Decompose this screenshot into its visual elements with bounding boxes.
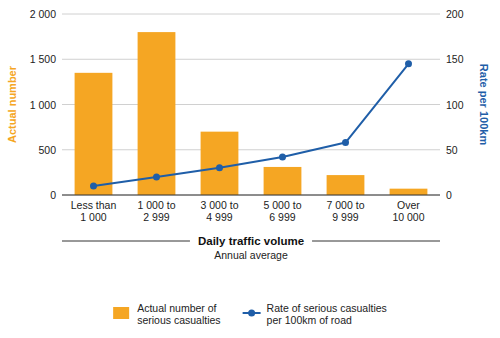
text-line: Over xyxy=(397,199,420,211)
grid-line xyxy=(62,195,440,196)
legend: Actual number ofserious casualties Rate o… xyxy=(113,302,387,326)
line-marker xyxy=(90,182,97,189)
bar xyxy=(201,132,239,195)
line-marker xyxy=(279,153,286,160)
grid-line xyxy=(62,104,440,105)
grid xyxy=(62,14,440,195)
x-tick-label: Less than1 000 xyxy=(71,199,117,223)
text-line: 4 999 xyxy=(206,211,232,223)
grid-line xyxy=(62,59,440,60)
line-marker xyxy=(342,139,349,146)
y-tick-label: 1 500 xyxy=(30,53,56,65)
text-line: Rate of serious casualties xyxy=(267,302,387,314)
text-line: 1 000 xyxy=(80,211,106,223)
line-marker xyxy=(216,164,223,171)
x-tick-label: Over10 000 xyxy=(392,199,424,223)
text-line: 2 999 xyxy=(143,211,169,223)
text-line: 1 000 to xyxy=(138,199,176,211)
legend-swatch xyxy=(248,310,255,317)
line-marker xyxy=(153,173,160,180)
y2-axis-label: Rate per 100km xyxy=(478,64,490,146)
y2-tick-label: 50 xyxy=(446,144,458,156)
y-tick-label: 0 xyxy=(50,189,56,201)
y-axis-label: Actual number xyxy=(6,65,18,143)
grid-line xyxy=(62,14,440,15)
legend-label: Rate of serious casualtiesper 100km of r… xyxy=(267,302,387,326)
x-axis-label: Daily traffic volume xyxy=(198,235,304,247)
bar xyxy=(138,32,176,195)
bar xyxy=(327,175,365,195)
y2-tick-label: 200 xyxy=(446,8,464,20)
baseline xyxy=(62,195,440,196)
text-line: per 100km of road xyxy=(267,314,352,326)
text-line: 5 000 to xyxy=(264,199,302,211)
x-label-rule xyxy=(62,241,190,242)
y2-tick-label: 150 xyxy=(446,53,464,65)
text-line: 6 999 xyxy=(269,211,295,223)
x-tick-label: 5 000 to6 999 xyxy=(264,199,302,223)
text-line: 3 000 to xyxy=(201,199,239,211)
line xyxy=(94,64,409,186)
x-tick-label: 1 000 to2 999 xyxy=(138,199,176,223)
y2-tick-label: 100 xyxy=(446,99,464,111)
x-tick-label: 3 000 to4 999 xyxy=(201,199,239,223)
bar xyxy=(75,73,113,195)
y-tick-label: 2 000 xyxy=(30,8,56,20)
text-line: Less than xyxy=(71,199,117,211)
x-tick-label: 7 000 to9 999 xyxy=(327,199,365,223)
legend-item: Rate of serious casualtiesper 100km of r… xyxy=(243,302,387,326)
text-line: 10 000 xyxy=(392,211,424,223)
legend-swatch xyxy=(113,307,129,319)
bar xyxy=(390,189,428,195)
legend-item: Actual number ofserious casualties xyxy=(113,302,220,326)
y-tick-label: 1 000 xyxy=(30,99,56,111)
text-line: 7 000 to xyxy=(327,199,365,211)
y2-tick-label: 0 xyxy=(446,189,452,201)
plot-area xyxy=(75,32,428,195)
text-line: 9 999 xyxy=(332,211,358,223)
text-line: Actual number of xyxy=(137,302,216,314)
x-axis-sublabel: Annual average xyxy=(214,249,288,261)
grid-line xyxy=(62,149,440,150)
chart: 0 500 1 000 1 500 2 000 0 50 100 150 200 Less than… xyxy=(0,0,500,338)
legend-label: Actual number ofserious casualties xyxy=(137,302,220,326)
line-marker xyxy=(405,60,412,67)
x-label-rule xyxy=(312,241,440,242)
y-tick-label: 500 xyxy=(38,144,56,156)
bar xyxy=(264,167,302,195)
text-line: serious casualties xyxy=(137,314,220,326)
